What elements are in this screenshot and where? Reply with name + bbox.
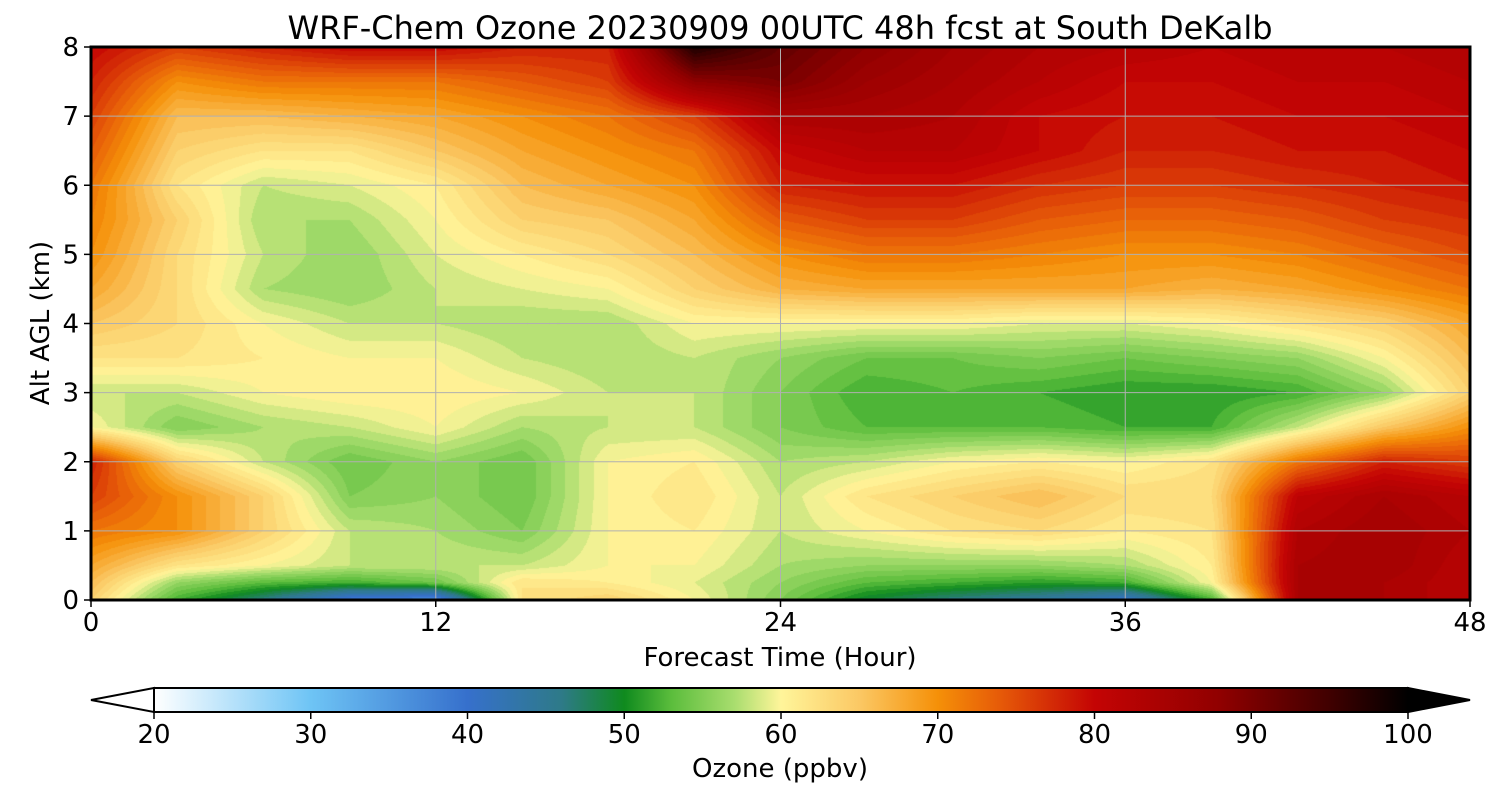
colorbar-tick-label: 60 <box>764 720 797 750</box>
colorbar-ticks: 20 30 40 50 60 70 80 90 100 <box>137 712 1433 750</box>
y-tick-label: 4 <box>62 310 79 340</box>
x-tick-label: 12 <box>419 608 452 638</box>
colorbar-tick-label: 30 <box>294 720 327 750</box>
y-axis: 0 1 2 3 4 5 6 7 8 <box>62 33 91 616</box>
y-tick-label: 5 <box>62 240 79 270</box>
x-tick-label: 0 <box>83 608 100 638</box>
y-tick-label: 6 <box>62 171 79 201</box>
colorbar-tick-label: 20 <box>137 720 170 750</box>
y-axis-label: Alt AGL (km) <box>26 241 56 405</box>
colorbar-tick-label: 50 <box>608 720 641 750</box>
colorbar-tick-label: 90 <box>1235 720 1268 750</box>
colorbar-tick-label: 80 <box>1078 720 1111 750</box>
colorbar-label: Ozone (ppbv) <box>692 754 868 784</box>
plot-area <box>89 45 1472 602</box>
y-tick-label: 1 <box>62 517 79 547</box>
x-axis-label: Forecast Time (Hour) <box>643 643 916 673</box>
x-tick-label: 48 <box>1453 608 1486 638</box>
colorbar: 20 30 40 50 60 70 80 90 100 Ozone (ppbv) <box>90 686 1471 784</box>
colorbar-tick-label: 70 <box>921 720 954 750</box>
x-axis: 0 12 24 36 48 <box>83 600 1487 638</box>
colorbar-tick-label: 40 <box>451 720 484 750</box>
y-tick-label: 7 <box>62 102 79 132</box>
colorbar-extend-high <box>1407 686 1471 714</box>
y-tick-label: 0 <box>62 586 79 616</box>
y-tick-label: 2 <box>62 448 79 478</box>
x-tick-label: 36 <box>1109 608 1142 638</box>
y-tick-label: 8 <box>62 33 79 63</box>
colorbar-gradient <box>153 687 1409 713</box>
y-tick-label: 3 <box>62 379 79 409</box>
chart-title: WRF-Chem Ozone 20230909 00UTC 48h fcst a… <box>287 9 1272 47</box>
x-tick-label: 24 <box>764 608 797 638</box>
colorbar-extend-low <box>90 686 155 714</box>
colorbar-tick-label: 100 <box>1383 720 1433 750</box>
